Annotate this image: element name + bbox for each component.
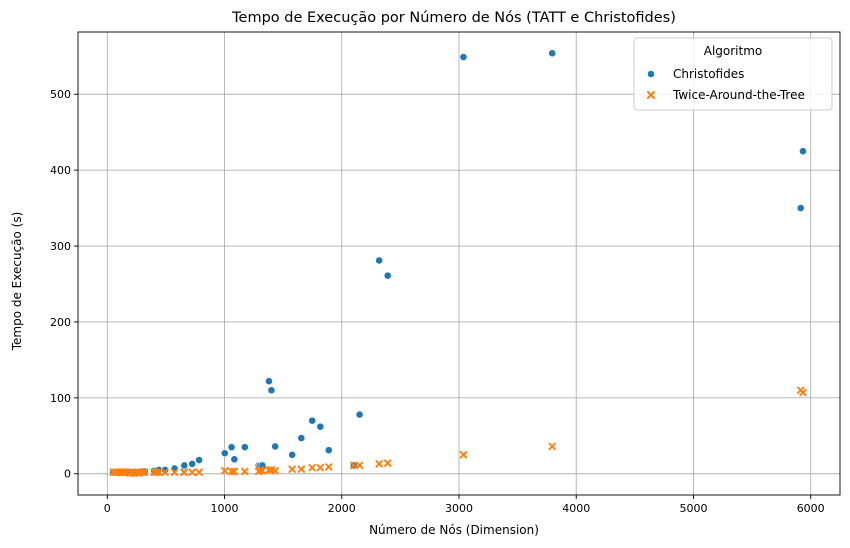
x-tick-label: 2000 [328, 502, 356, 515]
axis-ticks: 0 1000 2000 3000 4000 5000 6000 0 100 200 300 400 50… [50, 88, 825, 515]
data-point-twice-around-the-tree [170, 468, 179, 476]
x-tick-label: 0 [104, 502, 111, 515]
data-point-twice-around-the-tree [161, 468, 169, 476]
legend-entry-christofides: Christofides [673, 67, 744, 81]
data-point-twice-around-the-tree [316, 463, 325, 472]
data-point-christofides [308, 416, 317, 425]
y-tick-label: 400 [50, 164, 71, 177]
data-point-twice-around-the-tree [195, 468, 203, 476]
data-point-twice-around-the-tree [548, 442, 556, 451]
data-point-twice-around-the-tree [383, 459, 392, 467]
y-tick-label: 0 [64, 468, 71, 481]
data-point-twice-around-the-tree [271, 466, 279, 475]
data-point-christofides [316, 422, 325, 431]
data-point-twice-around-the-tree [288, 465, 296, 473]
x-tick-label: 5000 [679, 502, 707, 515]
y-tick-label: 500 [50, 88, 71, 101]
data-point-twice-around-the-tree [355, 461, 364, 470]
data-point-twice-around-the-tree [180, 468, 189, 476]
legend-marker-twice-around-the-tree [647, 91, 655, 99]
data-point-twice-around-the-tree [140, 468, 149, 476]
data-point-christofides [297, 434, 306, 442]
plot-frame [77, 31, 841, 496]
data-point-twice-around-the-tree [325, 463, 333, 471]
data-point-christofides [548, 49, 557, 58]
data-point-twice-around-the-tree [258, 466, 267, 475]
data-point-christofides [188, 459, 197, 468]
data-point-christofides [288, 450, 297, 459]
data-point-christofides [230, 455, 239, 464]
data-point-twice-around-the-tree [350, 461, 358, 470]
y-axis-label: Tempo de Execução (s) [10, 212, 24, 352]
data-point-christofides [227, 443, 236, 452]
data-point-twice-around-the-tree [799, 388, 807, 397]
x-tick-label: 1000 [211, 502, 239, 515]
data-point-christofides [799, 147, 807, 156]
legend-marker-christofides [647, 70, 655, 78]
x-tick-label: 3000 [445, 502, 473, 515]
x-tick-label: 6000 [797, 502, 825, 515]
data-point-twice-around-the-tree [241, 467, 249, 476]
series-christofides [109, 49, 807, 477]
data-point-twice-around-the-tree [188, 468, 196, 476]
data-point-twice-around-the-tree [459, 451, 468, 459]
series-twice-around-the-tree [109, 386, 807, 477]
x-axis-label: Número de Nós (Dimension) [369, 523, 539, 537]
data-point-christofides [240, 443, 249, 452]
chart-title: Tempo de Execução por Número de Nós (TAT… [231, 10, 676, 26]
data-point-christofides [796, 204, 805, 212]
legend-box [633, 37, 833, 111]
data-point-christofides [267, 386, 276, 395]
data-point-christofides [375, 256, 384, 265]
legend-title: Algoritmo [704, 44, 763, 58]
legend: Algoritmo Christofides Twice-Around-the-… [633, 37, 833, 111]
data-point-christofides [383, 271, 392, 280]
data-point-christofides [459, 53, 468, 61]
y-tick-label: 300 [50, 240, 71, 253]
data-point-christofides [180, 461, 189, 470]
data-point-twice-around-the-tree [230, 467, 239, 476]
data-point-twice-around-the-tree [297, 465, 306, 473]
x-tick-label: 4000 [562, 502, 590, 515]
data-point-christofides [271, 442, 280, 451]
y-tick-label: 100 [50, 392, 71, 405]
data-point-twice-around-the-tree [221, 466, 229, 475]
data-point-twice-around-the-tree [375, 460, 383, 468]
data-point-christofides [324, 446, 333, 455]
data-points [109, 49, 807, 477]
legend-entry-twice-around-the-tree: Twice-Around-the-Tree [672, 88, 805, 102]
data-point-christofides [355, 410, 364, 419]
data-point-christofides [195, 456, 203, 464]
data-point-christofides [265, 377, 273, 386]
y-tick-label: 200 [50, 316, 71, 329]
data-point-twice-around-the-tree [138, 468, 147, 476]
data-point-twice-around-the-tree [308, 463, 316, 472]
data-point-christofides [220, 449, 229, 458]
data-point-twice-around-the-tree [155, 468, 163, 476]
